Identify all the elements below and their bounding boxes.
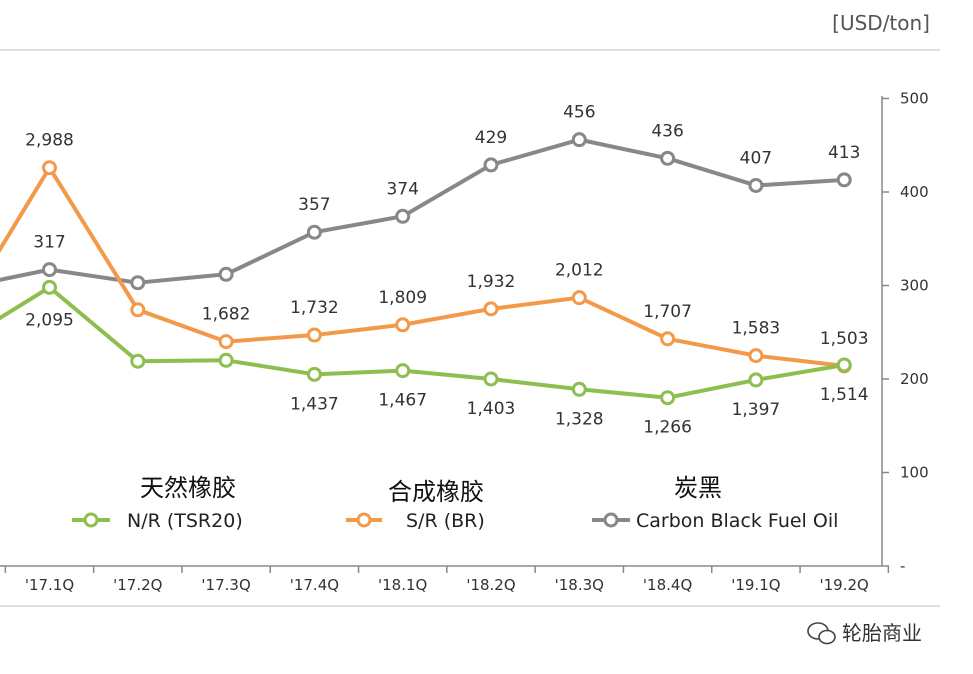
legend-swatch-marker	[83, 512, 99, 528]
data-label: 429	[475, 128, 507, 148]
data-label: 1,328	[555, 409, 604, 429]
series-lines	[0, 132, 852, 406]
data-label: 1,437	[290, 394, 339, 414]
unit-label: [USD/ton]	[832, 11, 930, 35]
series-point	[660, 390, 676, 406]
data-label: 2,012	[555, 261, 604, 281]
series-point	[395, 317, 411, 333]
x-axis-tick-label: '17.3Q	[201, 576, 250, 594]
series-point	[395, 363, 411, 379]
data-label: 1,732	[290, 298, 339, 318]
x-axis-tick-label: '17.1Q	[25, 576, 74, 594]
series-point	[42, 279, 57, 295]
x-axis-tick-label: '19.2Q	[820, 576, 869, 594]
series-point	[571, 290, 587, 306]
wechat-icon	[807, 622, 836, 645]
right-axis-tick-label: 100	[900, 464, 929, 482]
series-point	[218, 352, 234, 368]
series-point	[483, 371, 499, 387]
data-labels: 2,095 1,437 1,467 1,403 1,328 1,266 1,397 1,514…	[25, 103, 868, 438]
data-label: 456	[563, 103, 595, 123]
x-axis-tick-label: '18.4Q	[643, 576, 692, 594]
series-point	[218, 334, 234, 350]
series-point	[130, 302, 146, 318]
data-label: 1,583	[732, 319, 781, 339]
series-point	[571, 381, 587, 397]
data-label: 1,707	[643, 302, 692, 322]
legend-label: S/R (BR)	[406, 510, 485, 532]
data-label: 1,397	[732, 400, 781, 420]
series-point	[130, 353, 146, 369]
data-label: 1,403	[467, 399, 516, 419]
series-point	[748, 177, 764, 193]
data-label: 1,503	[820, 329, 869, 349]
series-point	[306, 366, 322, 382]
legend-swatch-marker	[356, 512, 372, 528]
axes: 500 400 300 200 100 - '17.1Q '17.2Q '17.3Q '17.4Q…	[0, 90, 929, 594]
legend-title: 炭黑	[674, 474, 722, 502]
right-axis-tick-label: 300	[900, 277, 929, 295]
data-label: 413	[828, 143, 860, 163]
data-label: 2,988	[25, 131, 74, 151]
watermark: 轮胎商业	[807, 621, 922, 645]
x-axis-tick-label: '18.3Q	[555, 576, 604, 594]
series-point	[42, 262, 57, 278]
series-point	[483, 301, 499, 317]
series-point	[218, 266, 234, 282]
series-point	[42, 160, 57, 176]
x-axis-tick-label: '17.4Q	[290, 576, 339, 594]
series-point	[571, 132, 587, 148]
series-point	[660, 150, 676, 166]
data-label: 1,932	[467, 272, 516, 292]
data-label: 1,266	[643, 418, 692, 438]
series-point	[660, 331, 676, 347]
x-axis-tick-label: '17.2Q	[113, 576, 162, 594]
legend-label: N/R (TSR20)	[127, 510, 243, 532]
series-point	[306, 327, 322, 343]
legend: 天然橡胶 N/R (TSR20) 合成橡胶 S/R (BR) 炭黑 Carbon Blac…	[72, 474, 838, 532]
x-axis-tick-label: '18.2Q	[466, 576, 515, 594]
data-label: 1,682	[202, 305, 251, 325]
x-axis-tick-label: '19.1Q	[731, 576, 780, 594]
data-label: 1,514	[820, 385, 869, 405]
right-axis-tick-label: 200	[900, 370, 929, 388]
series-line	[0, 165, 845, 368]
legend-label: Carbon Black Fuel Oil	[636, 510, 838, 532]
data-label: 2,095	[25, 310, 74, 330]
data-label: 436	[651, 121, 683, 141]
right-axis-tick-label: -	[900, 557, 905, 575]
data-label: 357	[298, 195, 330, 215]
series-point	[130, 275, 146, 291]
series-point	[836, 357, 852, 373]
legend-title: 合成橡胶	[388, 478, 484, 506]
series-point	[748, 372, 764, 388]
series-point	[748, 348, 764, 364]
data-label: 1,467	[378, 391, 427, 411]
right-axis-tick-label: 400	[900, 183, 929, 201]
x-axis-tick-label: '18.1Q	[378, 576, 427, 594]
right-axis-tick-label: 500	[900, 90, 929, 108]
series-point	[306, 224, 322, 240]
data-label: 317	[33, 233, 65, 253]
series-point	[483, 157, 499, 173]
data-label: 407	[740, 148, 772, 168]
legend-title: 天然橡胶	[140, 474, 236, 502]
data-label: 1,809	[378, 288, 427, 308]
series-point	[836, 172, 852, 188]
series-point	[395, 208, 411, 224]
watermark-text: 轮胎商业	[842, 621, 922, 645]
series-line	[0, 137, 845, 285]
legend-swatch-marker	[603, 512, 619, 528]
data-label: 374	[386, 179, 418, 199]
